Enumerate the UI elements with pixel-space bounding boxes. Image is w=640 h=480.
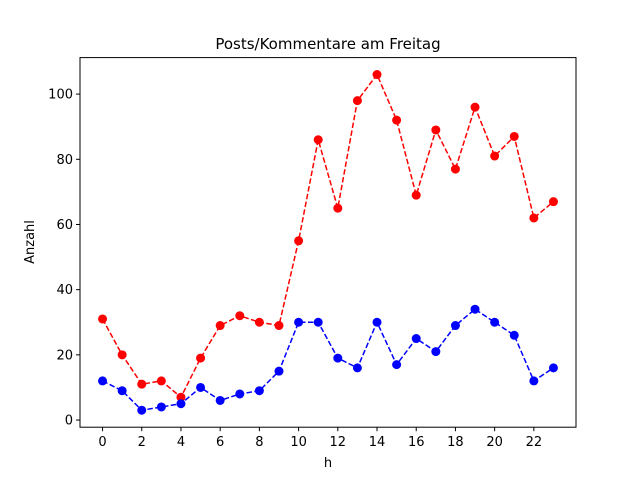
x-tick-label: 0 xyxy=(98,435,106,450)
data-point xyxy=(235,311,245,321)
data-point xyxy=(156,402,166,412)
data-point xyxy=(294,236,304,246)
data-point xyxy=(548,197,558,207)
x-tick-label: 18 xyxy=(447,435,464,450)
data-point xyxy=(470,304,480,314)
series-0 xyxy=(98,70,558,402)
data-point xyxy=(490,151,500,161)
y-axis-ticks: 0 20 40 60 80 100 xyxy=(48,88,80,429)
plot-frame xyxy=(79,57,577,428)
data-point xyxy=(529,376,539,386)
data-point xyxy=(450,164,460,174)
x-axis-label: h xyxy=(324,456,332,471)
data-point xyxy=(117,386,127,396)
data-point xyxy=(254,386,264,396)
x-tick-label: 10 xyxy=(290,435,307,450)
data-point xyxy=(235,389,245,399)
data-point xyxy=(215,321,225,331)
data-point xyxy=(137,405,147,415)
data-point xyxy=(196,382,206,392)
y-tick-label: 80 xyxy=(56,153,73,168)
data-point xyxy=(548,363,558,373)
x-tick-label: 8 xyxy=(255,435,263,450)
data-point xyxy=(529,213,539,223)
y-tick-label: 60 xyxy=(56,218,73,233)
x-tick-label: 4 xyxy=(177,435,185,450)
series-layer xyxy=(98,70,558,415)
data-point xyxy=(509,330,519,340)
x-tick-label: 16 xyxy=(408,435,425,450)
data-point xyxy=(431,347,441,357)
series-line xyxy=(101,73,554,399)
data-point xyxy=(294,317,304,327)
data-point xyxy=(274,321,284,331)
y-tick-label: 40 xyxy=(56,283,73,298)
chart-title: Posts/Kommentare am Freitag xyxy=(215,35,440,53)
x-tick-label: 14 xyxy=(369,435,386,450)
data-point xyxy=(156,376,166,386)
x-tick-label: 12 xyxy=(330,435,347,450)
data-point xyxy=(313,135,323,145)
data-point xyxy=(392,115,402,125)
data-point xyxy=(333,353,343,363)
x-tick-label: 20 xyxy=(486,435,503,450)
data-point xyxy=(411,190,421,200)
data-point xyxy=(254,317,264,327)
data-point xyxy=(352,96,362,106)
data-point xyxy=(98,314,108,324)
x-tick-label: 2 xyxy=(138,435,146,450)
data-point xyxy=(431,125,441,135)
y-tick-label: 20 xyxy=(56,348,73,363)
data-point xyxy=(196,353,206,363)
y-tick-label: 0 xyxy=(65,414,73,429)
data-point xyxy=(392,360,402,370)
data-point xyxy=(352,363,362,373)
x-tick-label: 22 xyxy=(526,435,543,450)
data-point xyxy=(372,317,382,327)
data-point xyxy=(137,379,147,389)
data-point xyxy=(450,321,460,331)
data-point xyxy=(117,350,127,360)
data-point xyxy=(411,334,421,344)
data-point xyxy=(509,131,519,141)
data-point xyxy=(333,203,343,213)
data-point xyxy=(490,317,500,327)
data-point xyxy=(313,317,323,327)
data-point xyxy=(176,399,186,409)
x-tick-label: 6 xyxy=(216,435,224,450)
data-point xyxy=(98,376,108,386)
data-point xyxy=(470,102,480,112)
data-point xyxy=(372,70,382,80)
data-point xyxy=(215,395,225,405)
data-point xyxy=(274,366,284,376)
x-axis-ticks: 0 2 4 6 8 10 12 14 16 18 20 22 xyxy=(98,427,542,450)
y-axis-label: Anzahl xyxy=(23,220,38,264)
series-1 xyxy=(98,304,558,415)
y-tick-label: 100 xyxy=(48,88,73,103)
data-point xyxy=(176,392,186,402)
